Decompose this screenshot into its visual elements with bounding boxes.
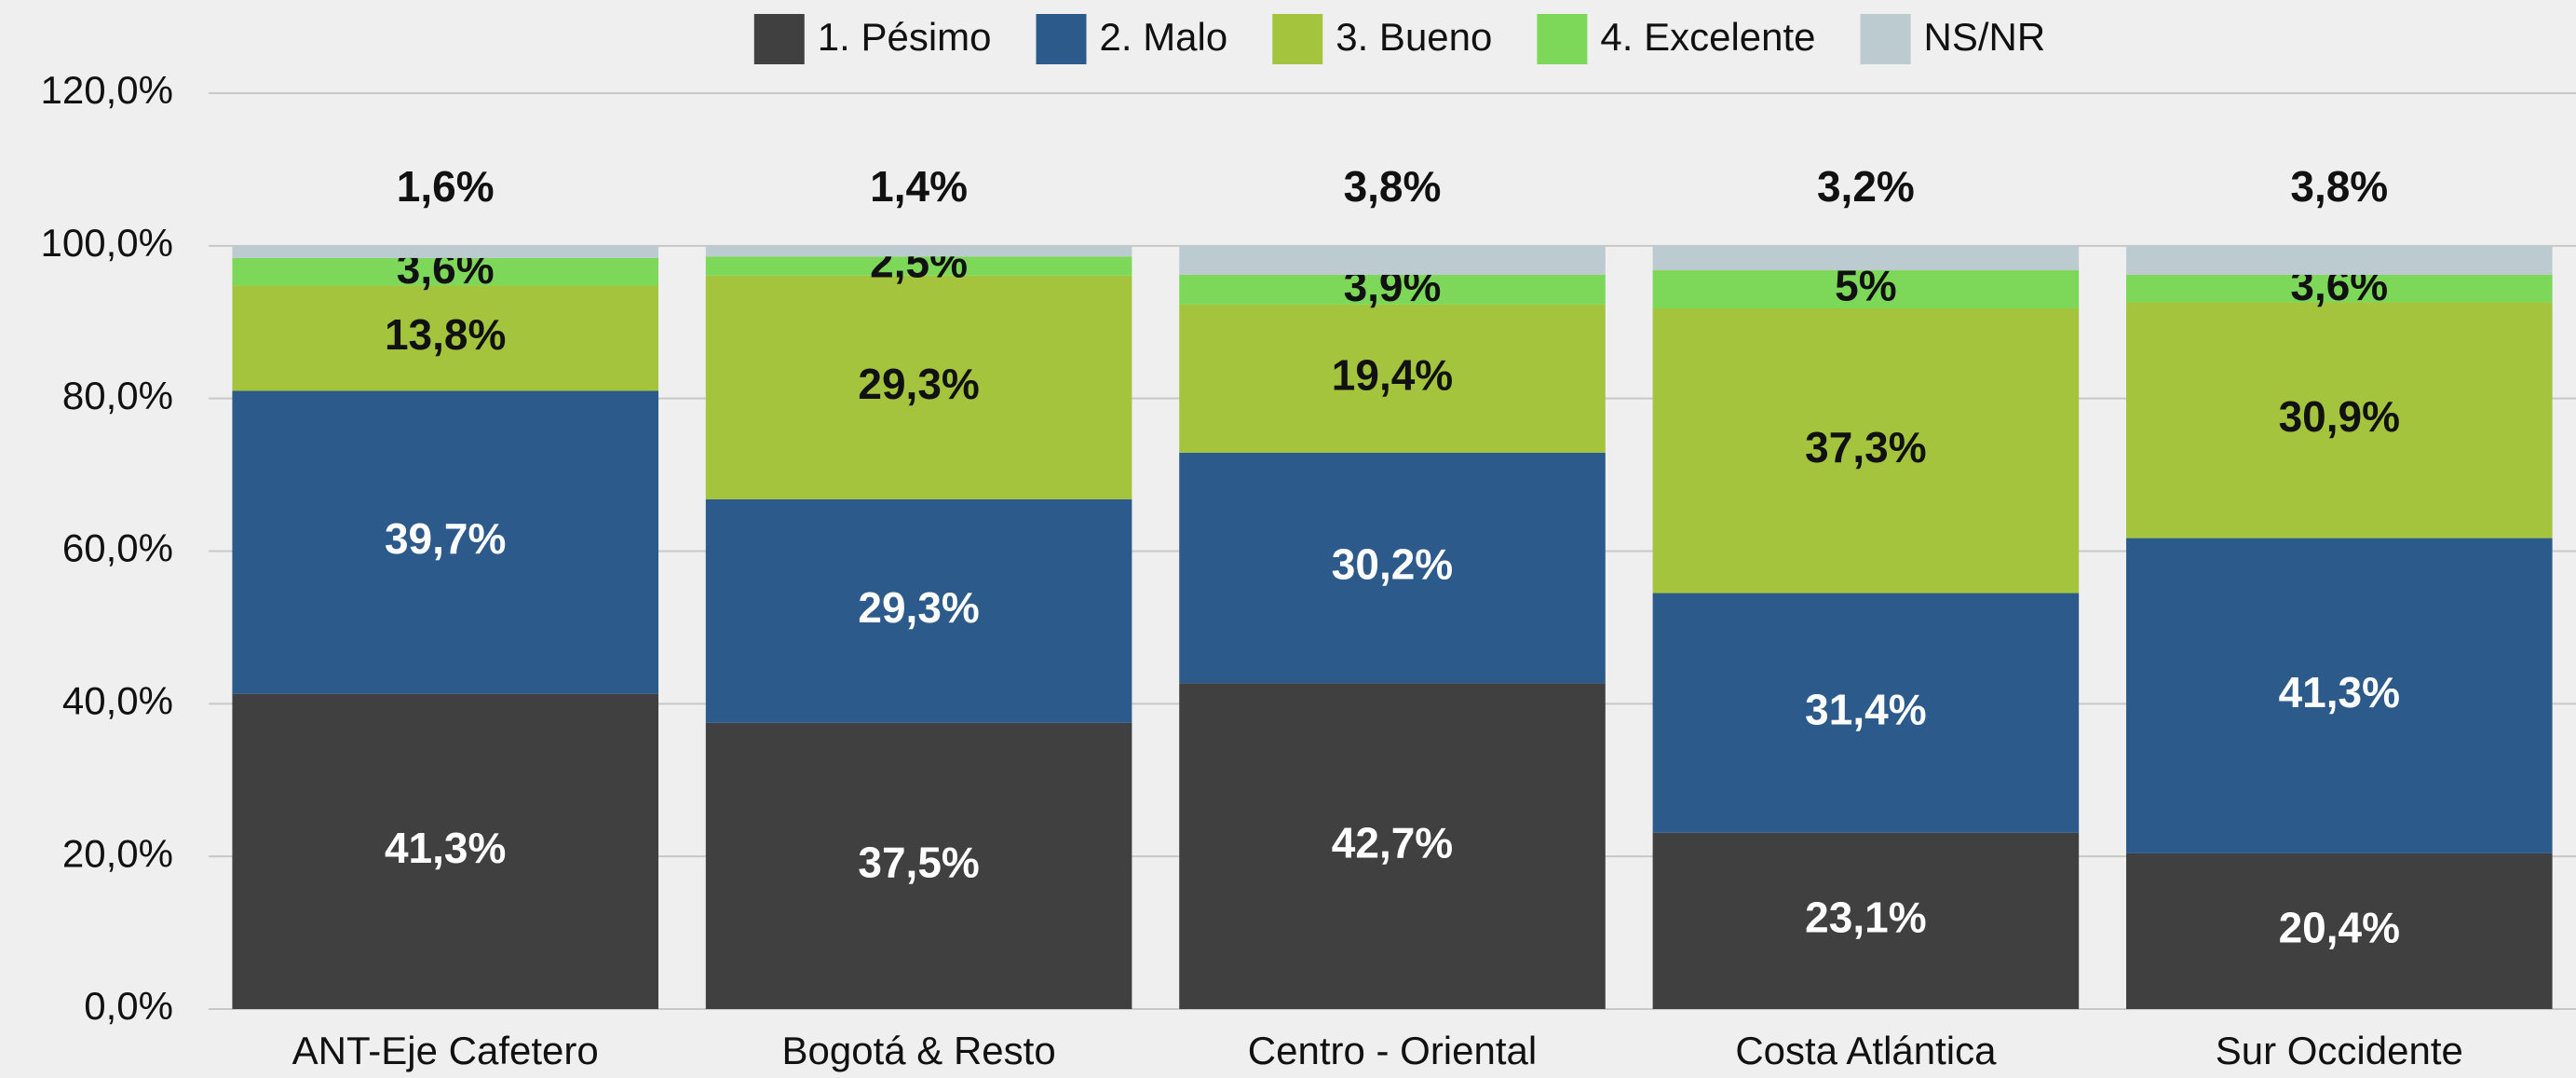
y-tick-label: 80,0%: [62, 374, 173, 417]
x-tick-label: Centro - Oriental: [1248, 1029, 1537, 1072]
bar-segment: [232, 693, 658, 1009]
data-label: 37,3%: [1805, 423, 1926, 471]
bar-segment: [2126, 302, 2553, 539]
data-label: 30,9%: [2279, 392, 2400, 441]
bar-segment: [232, 245, 658, 258]
legend-swatch: [1036, 14, 1087, 64]
bar-segment: [232, 285, 658, 391]
bar-segment: [2126, 853, 2553, 1009]
bar-segment: [705, 722, 1132, 1009]
data-label: 41,3%: [2279, 668, 2400, 716]
x-tick-label: Bogotá & Resto: [782, 1029, 1056, 1072]
bar-segment: [2126, 538, 2553, 853]
data-label: 2,5%: [870, 239, 968, 287]
legend-label: 4. Excelente: [1600, 15, 1815, 59]
data-label: 13,8%: [385, 310, 506, 359]
data-label: 20,4%: [2279, 904, 2400, 952]
bar-segment: [1652, 245, 2080, 271]
legend-item: 3. Bueno: [1272, 14, 1492, 64]
data-label: 3,8%: [1344, 162, 1442, 211]
legend-item: 4. Excelente: [1537, 14, 1816, 64]
legend-item: 2. Malo: [1036, 14, 1228, 64]
legend-swatch: [1272, 14, 1323, 64]
data-label: 37,5%: [858, 839, 979, 887]
data-label: 39,7%: [385, 514, 506, 563]
y-tick-label: 120,0%: [41, 68, 173, 112]
legend-label: NS/NR: [1924, 15, 2046, 59]
bar-segment: [1179, 245, 1606, 275]
legend-swatch: [753, 14, 805, 64]
bar-segment: [232, 257, 658, 286]
bar-segment: [1179, 274, 1606, 305]
bar-segment: [1652, 270, 2080, 309]
bar-segment: [705, 245, 1132, 257]
legend-swatch: [1537, 14, 1588, 64]
bar-segment: [1179, 304, 1606, 453]
data-label: 31,4%: [1805, 685, 1926, 733]
legend-item: NS/NR: [1860, 14, 2046, 64]
legend-swatch: [1860, 14, 1911, 64]
data-label: 3,8%: [2290, 162, 2388, 211]
bar-segment: [1179, 452, 1606, 684]
bar-segment: [2126, 274, 2553, 303]
y-tick-label: 60,0%: [62, 526, 173, 570]
bar-segment: [705, 256, 1132, 276]
bar-segment: [705, 275, 1132, 499]
y-tick-label: 40,0%: [62, 678, 173, 722]
data-label: 23,1%: [1805, 894, 1926, 942]
y-tick-label: 20,0%: [62, 831, 173, 875]
data-label: 3,2%: [1817, 162, 1915, 211]
legend-label: 1. Pésimo: [818, 15, 992, 59]
legend-label: 2. Malo: [1100, 15, 1228, 59]
x-tick-label: Sur Occidente: [2216, 1029, 2463, 1072]
data-label: 19,4%: [1332, 351, 1453, 400]
data-label: 41,3%: [385, 824, 506, 872]
bar-segment: [1652, 832, 2080, 1009]
data-label: 1,6%: [397, 162, 495, 211]
data-label: 29,3%: [858, 360, 979, 408]
bar-segment: [1652, 308, 2080, 594]
bar-segment: [1179, 683, 1606, 1009]
bar-segment: [1652, 593, 2080, 833]
data-label: 29,3%: [858, 583, 979, 632]
bar-segment: [705, 498, 1132, 723]
y-tick-label: 0,0%: [84, 984, 173, 1028]
bar-segment: [232, 390, 658, 694]
data-label: 42,7%: [1332, 818, 1453, 866]
x-tick-label: Costa Atlántica: [1735, 1029, 1997, 1072]
data-label: 1,4%: [870, 162, 968, 211]
legend-item: 1. Pésimo: [753, 14, 992, 64]
x-tick-label: ANT-Eje Cafetero: [292, 1029, 599, 1072]
data-label: 30,2%: [1332, 540, 1453, 589]
bar-segment: [2126, 245, 2553, 275]
legend-label: 3. Bueno: [1335, 15, 1492, 59]
y-tick-label: 100,0%: [41, 221, 173, 265]
